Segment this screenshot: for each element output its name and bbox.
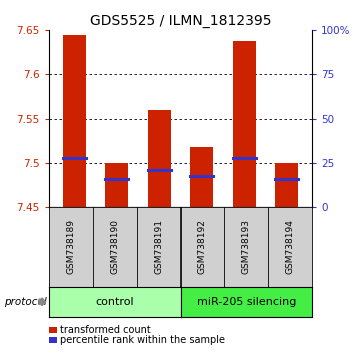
Text: transformed count: transformed count	[60, 325, 150, 335]
Bar	[190, 147, 213, 207]
Text: GSM738189: GSM738189	[66, 219, 75, 274]
Bar	[105, 163, 129, 207]
Text: GDS5525 / ILMN_1812395: GDS5525 / ILMN_1812395	[90, 14, 271, 28]
Bar	[148, 110, 171, 207]
Text: GSM738191: GSM738191	[154, 219, 163, 274]
Text: protocol: protocol	[4, 297, 46, 307]
Text: miR-205 silencing: miR-205 silencing	[197, 297, 296, 307]
Text: GSM738194: GSM738194	[286, 219, 295, 274]
Bar	[275, 163, 299, 207]
Text: control: control	[95, 297, 134, 307]
Text: GSM738193: GSM738193	[242, 219, 251, 274]
Text: GSM738190: GSM738190	[110, 219, 119, 274]
Text: percentile rank within the sample: percentile rank within the sample	[60, 335, 225, 345]
Bar	[232, 41, 256, 207]
Bar	[62, 34, 86, 207]
Text: GSM738192: GSM738192	[198, 219, 207, 274]
